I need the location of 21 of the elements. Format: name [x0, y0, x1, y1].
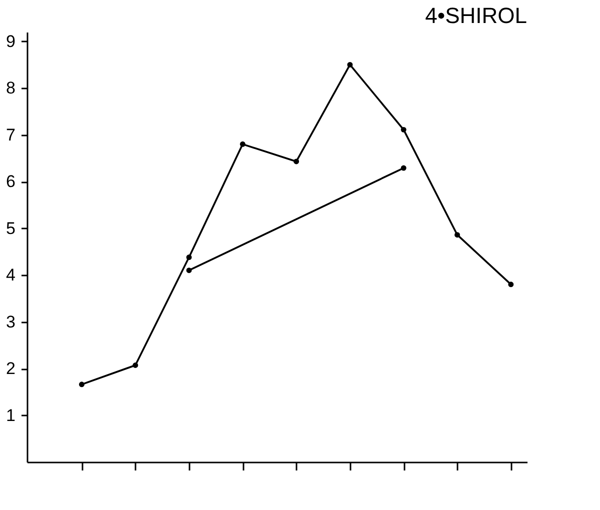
y-tick-label: 6: [6, 172, 16, 192]
y-tick-label: 3: [6, 312, 16, 332]
point: [508, 282, 514, 288]
y-tick-label: 1: [6, 406, 16, 425]
y-tick-label: 5: [6, 218, 16, 238]
point: [347, 62, 353, 68]
y-tick-label: 7: [6, 125, 16, 144]
point: [78, 382, 84, 388]
point: [294, 158, 300, 164]
y-tick-label: 8: [6, 78, 16, 98]
point: [186, 268, 192, 274]
y-tick-label: 4: [6, 266, 16, 285]
point: [240, 141, 246, 147]
point: [454, 232, 460, 238]
point: [400, 165, 406, 171]
point: [186, 254, 192, 260]
y-tick-label: 9: [6, 32, 16, 51]
point: [132, 362, 138, 368]
point: [400, 126, 406, 132]
y-tick-label: 2: [6, 359, 16, 378]
chart-title: 4•SHIROL: [425, 3, 527, 28]
